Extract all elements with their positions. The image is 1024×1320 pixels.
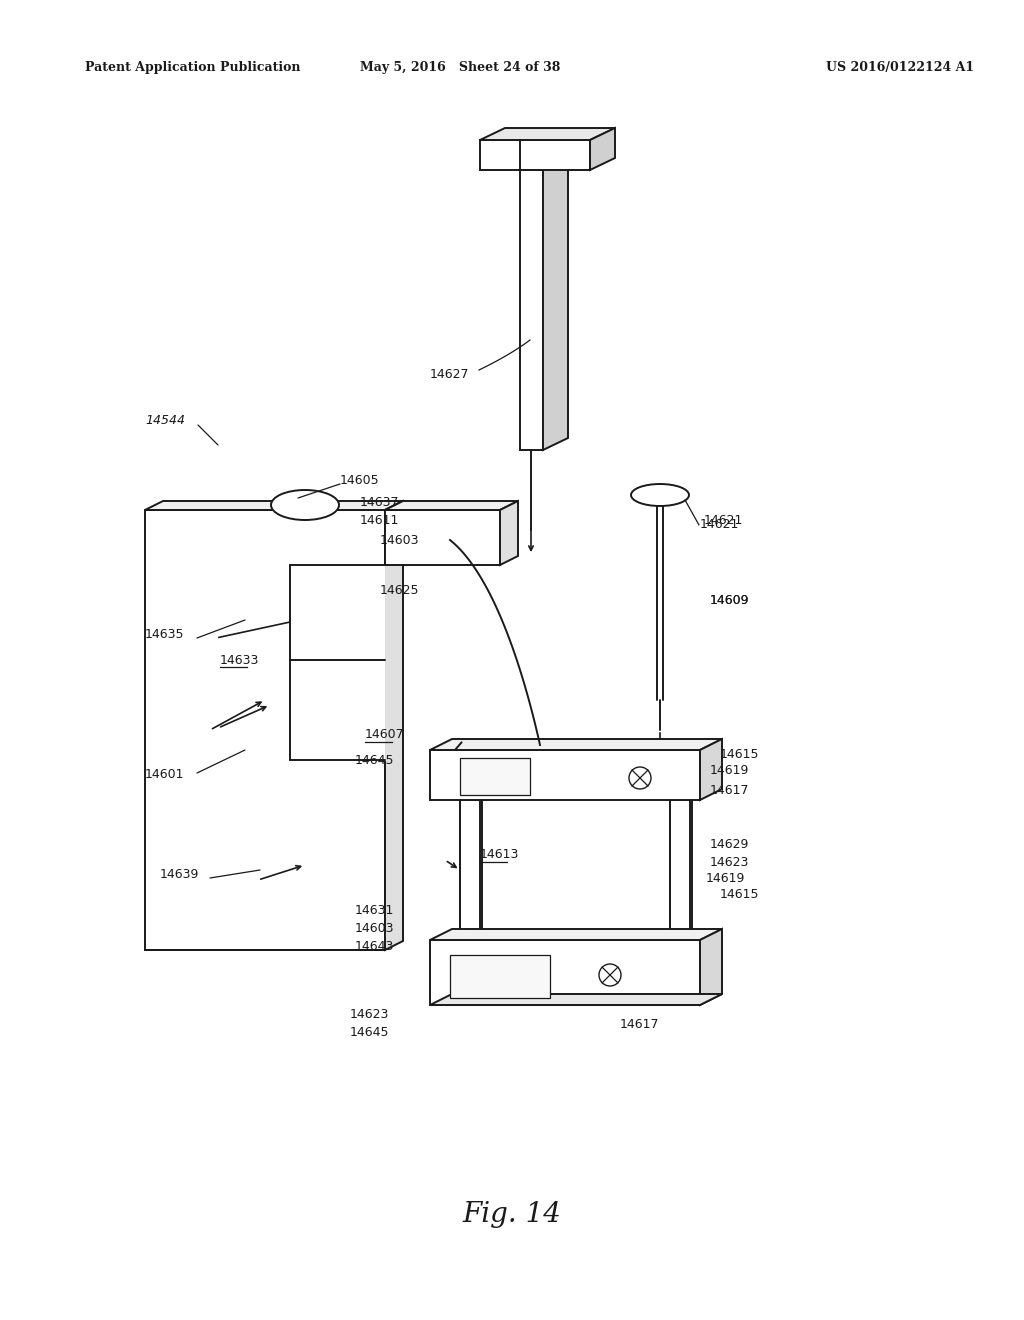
Text: 14617: 14617: [710, 784, 750, 796]
Polygon shape: [290, 565, 385, 760]
Text: 14617: 14617: [620, 1019, 659, 1031]
Text: 14611: 14611: [360, 513, 399, 527]
Text: Fig. 14: Fig. 14: [463, 1201, 561, 1229]
Text: US 2016/0122124 A1: US 2016/0122124 A1: [826, 62, 974, 74]
Text: 14615: 14615: [720, 887, 760, 900]
Text: 14613: 14613: [480, 849, 519, 862]
Polygon shape: [700, 929, 722, 1005]
Polygon shape: [145, 502, 403, 510]
Text: 14615: 14615: [720, 748, 760, 762]
Text: 14637: 14637: [360, 495, 399, 508]
Text: 14629: 14629: [710, 838, 750, 851]
Polygon shape: [430, 994, 722, 1005]
Polygon shape: [590, 128, 615, 170]
Text: 14621: 14621: [705, 513, 743, 527]
Text: 14605: 14605: [340, 474, 380, 487]
Polygon shape: [430, 929, 722, 940]
Text: May 5, 2016   Sheet 24 of 38: May 5, 2016 Sheet 24 of 38: [359, 62, 560, 74]
Text: 14619: 14619: [710, 763, 750, 776]
Text: 14639: 14639: [160, 869, 200, 882]
Text: 14645: 14645: [355, 754, 394, 767]
Text: 14643: 14643: [355, 940, 394, 953]
Ellipse shape: [631, 484, 689, 506]
Text: 14609: 14609: [710, 594, 750, 606]
Text: 14607: 14607: [365, 729, 404, 742]
Polygon shape: [385, 502, 518, 510]
Text: 14625: 14625: [380, 583, 420, 597]
Polygon shape: [670, 800, 690, 940]
Polygon shape: [500, 502, 518, 565]
Text: 14609: 14609: [710, 594, 750, 606]
Text: 14635: 14635: [145, 628, 184, 642]
Polygon shape: [700, 739, 722, 800]
Polygon shape: [480, 140, 590, 170]
Ellipse shape: [271, 490, 339, 520]
Text: 14623: 14623: [710, 855, 750, 869]
Text: 14544: 14544: [145, 413, 185, 426]
Text: 14621: 14621: [700, 519, 739, 532]
Text: 14633: 14633: [220, 653, 259, 667]
Text: 14645: 14645: [350, 1026, 389, 1039]
Text: 14603: 14603: [380, 533, 420, 546]
Polygon shape: [430, 940, 700, 1005]
Text: 14603: 14603: [355, 921, 394, 935]
Polygon shape: [385, 510, 500, 565]
Polygon shape: [450, 954, 550, 998]
Polygon shape: [430, 739, 722, 750]
Ellipse shape: [599, 964, 621, 986]
Text: 14631: 14631: [355, 903, 394, 916]
Polygon shape: [460, 800, 480, 940]
Polygon shape: [145, 510, 385, 950]
Text: Patent Application Publication: Patent Application Publication: [85, 62, 300, 74]
Text: 14601: 14601: [145, 768, 184, 781]
Text: 14627: 14627: [430, 368, 469, 381]
Polygon shape: [385, 502, 403, 950]
Polygon shape: [543, 158, 568, 450]
Ellipse shape: [629, 767, 651, 789]
Polygon shape: [520, 170, 543, 450]
Text: 14623: 14623: [350, 1008, 389, 1022]
Text: 14619: 14619: [706, 871, 745, 884]
Polygon shape: [430, 750, 700, 800]
Polygon shape: [480, 128, 615, 140]
Polygon shape: [460, 758, 530, 795]
